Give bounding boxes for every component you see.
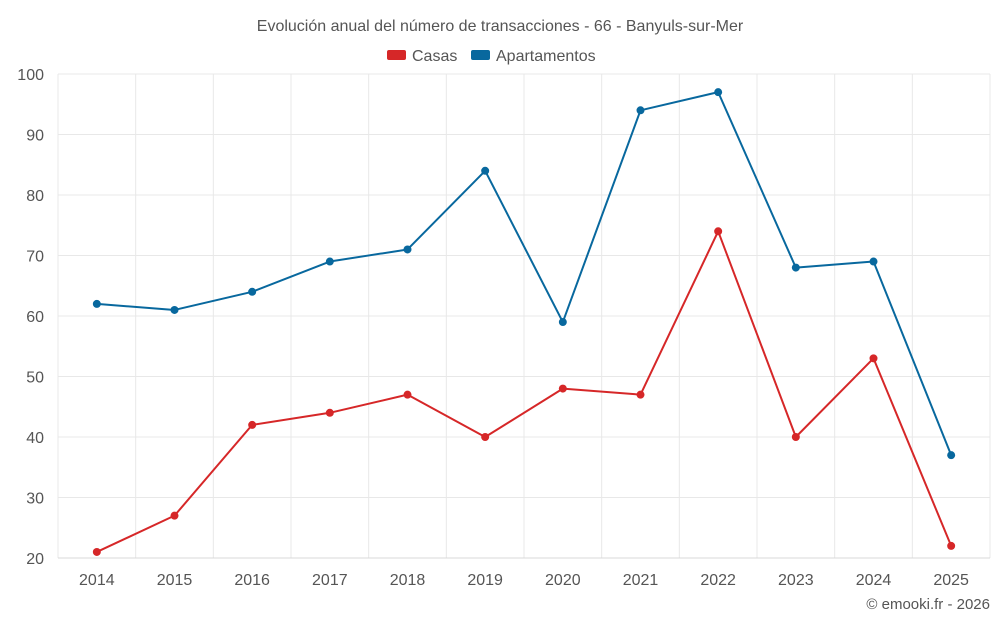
x-tick-label: 2024: [856, 572, 892, 589]
grid: [57, 73, 991, 558]
y-tick-label: 60: [26, 309, 44, 326]
data-point-casas-2017[interactable]: [325, 408, 334, 417]
data-point-casas-2018[interactable]: [403, 390, 412, 399]
x-tick-label: 2025: [933, 572, 969, 589]
y-tick-label: 50: [26, 370, 44, 387]
x-tick-label: 2015: [157, 572, 193, 589]
data-point-apartamentos-2018[interactable]: [403, 245, 412, 254]
data-point-apartamentos-2016[interactable]: [248, 287, 257, 296]
data-point-casas-2021[interactable]: [636, 390, 645, 399]
chart-title: Evolución anual del número de transaccio…: [257, 18, 744, 35]
series-line-casas: [96, 230, 953, 553]
x-tick-label: 2022: [700, 572, 736, 589]
series-line-apartamentos: [96, 91, 953, 456]
legend: Casas Apartamentos: [387, 48, 596, 65]
legend-swatch-apartamentos: [471, 50, 490, 60]
series-group: [92, 88, 956, 556]
x-tick-label: 2014: [79, 572, 115, 589]
legend-label-apartamentos[interactable]: Apartamentos: [496, 48, 596, 65]
x-tick-label: 2020: [545, 572, 581, 589]
y-axis-ticks: 20 30 40 50 60 70 80 90 100: [17, 67, 44, 568]
data-point-casas-2015[interactable]: [170, 511, 179, 520]
y-tick-label: 30: [26, 491, 44, 508]
data-point-casas-2023[interactable]: [791, 433, 800, 441]
y-tick-label: 80: [26, 188, 44, 205]
data-point-casas-2025[interactable]: [947, 541, 956, 550]
y-tick-label: 70: [26, 249, 44, 266]
data-point-casas-2014[interactable]: [92, 547, 101, 556]
x-tick-label: 2017: [312, 572, 348, 589]
data-point-casas-2016[interactable]: [248, 420, 257, 429]
data-point-casas-2019[interactable]: [481, 433, 490, 441]
y-tick-label: 20: [26, 551, 44, 568]
data-point-apartamentos-2014[interactable]: [92, 299, 101, 308]
data-point-apartamentos-2015[interactable]: [170, 305, 179, 314]
data-point-apartamentos-2021[interactable]: [636, 106, 645, 115]
x-tick-label: 2018: [390, 572, 426, 589]
data-point-apartamentos-2024[interactable]: [869, 257, 878, 266]
data-point-casas-2020[interactable]: [558, 384, 567, 393]
data-point-apartamentos-2023[interactable]: [791, 263, 800, 272]
x-axis-ticks: 2014 2015 2016 2017 2018 2019 2020 2021 2022 2023…: [79, 572, 969, 589]
credit-text: © emooki.fr - 2026: [866, 596, 990, 613]
x-tick-label: 2016: [234, 572, 270, 589]
x-tick-label: 2021: [623, 572, 659, 589]
legend-swatch-casas: [387, 50, 406, 60]
legend-label-casas[interactable]: Casas: [412, 48, 457, 65]
y-tick-label: 100: [17, 67, 44, 84]
data-point-apartamentos-2025[interactable]: [947, 451, 956, 460]
data-point-casas-2024[interactable]: [869, 354, 878, 363]
y-tick-label: 40: [26, 430, 44, 447]
x-tick-label: 2023: [778, 572, 814, 589]
data-point-apartamentos-2019[interactable]: [481, 166, 490, 175]
y-tick-label: 90: [26, 128, 44, 145]
data-point-apartamentos-2022[interactable]: [714, 88, 723, 97]
data-point-apartamentos-2020[interactable]: [558, 318, 567, 327]
x-tick-label: 2019: [467, 572, 503, 589]
data-point-casas-2022[interactable]: [714, 227, 723, 236]
data-point-apartamentos-2017[interactable]: [325, 257, 334, 266]
